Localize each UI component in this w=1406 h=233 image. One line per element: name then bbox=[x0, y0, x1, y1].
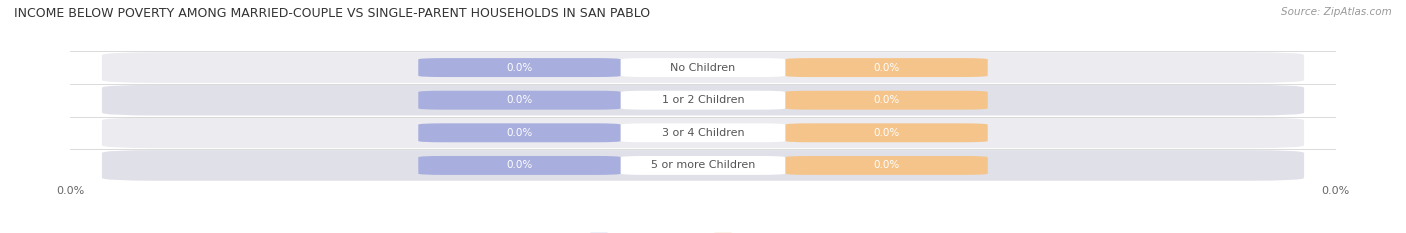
FancyBboxPatch shape bbox=[785, 156, 987, 175]
FancyBboxPatch shape bbox=[419, 91, 621, 110]
FancyBboxPatch shape bbox=[101, 85, 1305, 116]
FancyBboxPatch shape bbox=[101, 150, 1305, 181]
FancyBboxPatch shape bbox=[419, 156, 621, 175]
FancyBboxPatch shape bbox=[785, 58, 987, 77]
Text: 0.0%: 0.0% bbox=[873, 95, 900, 105]
FancyBboxPatch shape bbox=[101, 52, 1305, 83]
Text: 0.0%: 0.0% bbox=[873, 161, 900, 170]
Text: 0.0%: 0.0% bbox=[506, 161, 533, 170]
Text: No Children: No Children bbox=[671, 63, 735, 72]
FancyBboxPatch shape bbox=[419, 123, 621, 142]
FancyBboxPatch shape bbox=[621, 91, 785, 110]
FancyBboxPatch shape bbox=[419, 58, 621, 77]
Text: 1 or 2 Children: 1 or 2 Children bbox=[662, 95, 744, 105]
FancyBboxPatch shape bbox=[785, 91, 987, 110]
Text: 3 or 4 Children: 3 or 4 Children bbox=[662, 128, 744, 138]
Text: 5 or more Children: 5 or more Children bbox=[651, 161, 755, 170]
FancyBboxPatch shape bbox=[785, 123, 987, 142]
Text: 0.0%: 0.0% bbox=[506, 63, 533, 72]
Text: 0.0%: 0.0% bbox=[506, 128, 533, 138]
FancyBboxPatch shape bbox=[621, 123, 785, 142]
FancyBboxPatch shape bbox=[101, 117, 1305, 148]
FancyBboxPatch shape bbox=[621, 156, 785, 175]
Text: 0.0%: 0.0% bbox=[873, 128, 900, 138]
Text: 0.0%: 0.0% bbox=[873, 63, 900, 72]
Text: Source: ZipAtlas.com: Source: ZipAtlas.com bbox=[1281, 7, 1392, 17]
Legend: Married Couples, Single Parents: Married Couples, Single Parents bbox=[586, 228, 820, 233]
Text: INCOME BELOW POVERTY AMONG MARRIED-COUPLE VS SINGLE-PARENT HOUSEHOLDS IN SAN PAB: INCOME BELOW POVERTY AMONG MARRIED-COUPL… bbox=[14, 7, 650, 20]
Text: 0.0%: 0.0% bbox=[506, 95, 533, 105]
FancyBboxPatch shape bbox=[621, 58, 785, 77]
